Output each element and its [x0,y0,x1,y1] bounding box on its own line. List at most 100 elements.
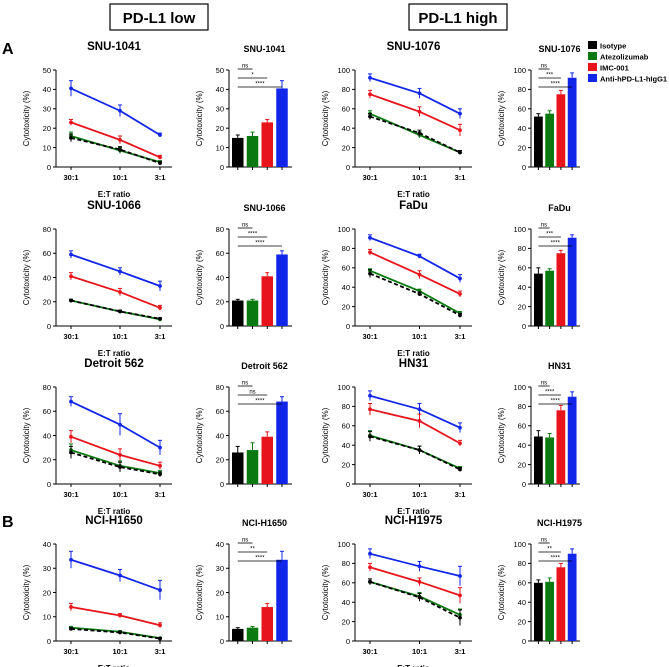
x-tick-label-4-0: 30:1 [63,332,78,341]
chart-11: 0 20 40 60 80 100 HN31 Cytotoxicity (%) ns **** **… [497,361,580,489]
sig-label-13-0: ns [242,538,248,544]
y-tick-label-4-1: 20 [43,298,51,307]
y-tick-label-13-0: 0 [220,637,224,646]
y-tick-label-9-1: 20 [216,456,224,465]
data-point-4-0-1 [118,309,122,314]
section-label-a: A [2,41,14,58]
x-tick-label-12-0: 30:1 [63,647,78,656]
chart-2: 0 20 40 60 80 100 SNU-1076 Cytotoxicity (%) 30:1… [321,41,472,199]
data-point-2-0-2 [458,150,462,155]
x-axis-label-12: E:T ratio [98,664,131,667]
header-low-box [109,3,209,31]
series-line-12-3 [70,558,161,591]
bar-7-0 [534,273,543,326]
y-tick-label-8-1: 20 [43,456,51,465]
data-point-10-2-2 [458,441,462,446]
series-line-2-2 [369,93,461,131]
sig-label-7-0: ns [541,223,547,229]
y-tick-label-10-3: 60 [342,422,350,431]
sig-label-5-0: ns [242,223,248,229]
chart-title-6: FaDu [399,200,428,212]
legend-swatch-3 [588,74,597,82]
data-point-6-2-2 [458,292,462,296]
series-line-6-0 [369,272,461,317]
y-tick-label-6-2: 40 [342,283,350,292]
data-point-0-2-1 [118,137,122,142]
y-tick-label-6-5: 100 [337,225,350,234]
y-axis-label-11: Cytotoxicity (%) [497,407,506,463]
data-point-14-3-2 [458,574,462,578]
y-tick-label-3-2: 40 [518,124,526,133]
y-tick-label-1-4: 40 [216,85,224,94]
series-line-8-2 [70,435,161,467]
sig-label-13-2: **** [255,556,265,562]
data-point-8-2-1 [118,453,122,457]
sig-label-15-2: **** [551,556,561,562]
data-point-14-2-2 [458,593,462,598]
y-axis-label-2: Cytotoxicity (%) [321,90,330,146]
sig-label-15-0: ns [541,538,547,544]
chart-4: 0 20 40 60 80 SNU-1066 Cytotoxicity (%) 30:1 10:… [22,200,172,358]
y-tick-label-8-2: 40 [43,431,51,440]
chart-title-3: SNU-1076 [538,44,580,54]
data-point-10-0-1 [417,448,422,452]
data-point-12-0-2 [158,636,162,641]
y-tick-label-0-0: 0 [47,163,51,172]
y-tick-label-5-1: 20 [216,298,224,307]
data-point-8-2-2 [158,463,162,468]
sig-label-7-1: *** [546,232,554,238]
y-tick-label-6-1: 20 [342,302,350,311]
x-tick-label-0-1: 10:1 [112,173,127,182]
header-low: PD-L1 low [123,10,196,27]
chart-title-12: NCI-H1650 [85,515,143,527]
data-point-6-3-0 [368,235,372,240]
y-tick-label-15-5: 100 [513,540,526,549]
chart-0: 0 10 20 30 40 50 SNU-1041 Cytotoxicity (%) 30:1 1… [22,41,172,199]
y-axis-label-13: Cytotoxicity (%) [195,564,204,620]
chart-title-14: NCI-H1975 [385,515,443,527]
chart-10: 0 20 40 60 80 100 HN31 Cytotoxicity (%) 30:1 10:1… [321,358,472,516]
y-tick-label-2-4: 80 [342,85,350,94]
data-point-4-3-2 [158,284,162,288]
y-tick-label-13-3: 30 [216,564,224,573]
sig-label-3-0: ns [541,64,547,70]
data-point-0-0-0 [69,136,73,140]
chart-14: 0 20 40 60 80 100 NCI-H1975 Cytotoxicity (%) 30:… [321,515,472,667]
y-tick-label-3-1: 20 [518,143,526,152]
y-tick-label-0-5: 50 [43,66,51,75]
y-tick-label-11-3: 60 [518,422,526,431]
y-tick-label-4-3: 60 [43,249,51,258]
sig-label-9-0: ns [242,381,248,387]
y-tick-label-6-3: 60 [342,264,350,273]
x-tick-label-6-2: 3:1 [455,332,466,341]
data-point-6-0-1 [417,292,422,296]
data-point-8-3-1 [118,422,122,427]
header-high-box [408,3,508,31]
y-axis-label-1: Cytotoxicity (%) [195,90,204,146]
bar-15-2 [556,567,566,641]
bar-7-1 [545,270,555,326]
bar-3-2 [556,94,566,167]
bar-3-3 [567,77,577,167]
y-tick-label-8-4: 80 [43,383,51,392]
y-axis-label-10: Cytotoxicity (%) [321,407,330,463]
data-point-14-2-0 [368,565,372,570]
x-axis-label-2: E:T ratio [397,190,430,199]
y-tick-label-12-4: 40 [43,540,51,549]
y-tick-label-10-2: 40 [342,441,350,450]
chart-title-11: HN31 [548,361,571,371]
data-point-6-2-1 [417,272,422,277]
y-tick-label-12-1: 10 [43,613,51,622]
bar-1-1 [246,135,259,167]
y-tick-label-8-3: 60 [43,407,51,416]
series-line-8-0 [70,451,161,476]
sig-label-15-1: ** [547,547,552,553]
data-point-6-0-0 [368,271,372,276]
y-tick-label-11-0: 0 [522,480,526,489]
bar-13-1 [246,627,259,641]
x-tick-label-12-1: 10:1 [112,647,127,656]
x-axis-label-0: E:T ratio [98,190,131,199]
